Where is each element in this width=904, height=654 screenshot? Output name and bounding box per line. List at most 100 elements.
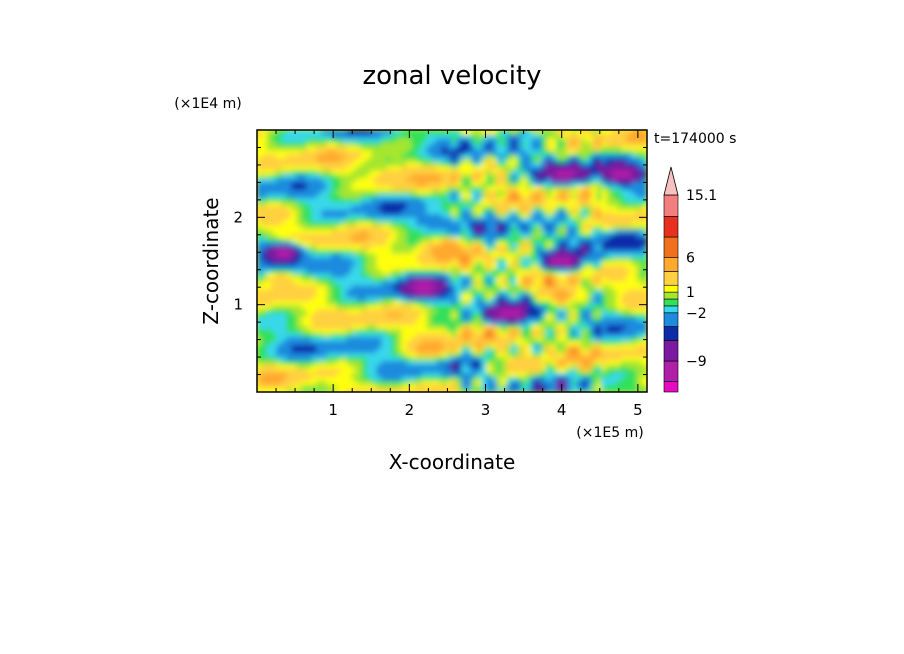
field-cell [551, 141, 558, 147]
field-cell [466, 284, 473, 290]
field-cell [536, 248, 543, 254]
field-cell [426, 304, 433, 310]
field-cell [276, 145, 283, 151]
field-cell [611, 188, 618, 195]
field-cell [581, 387, 588, 392]
field-cell [286, 367, 293, 373]
field-cell [391, 256, 398, 262]
field-cell [286, 133, 293, 139]
field-cell [331, 149, 338, 155]
field-cell [301, 319, 308, 326]
field-cell [476, 367, 483, 373]
field-cell [501, 339, 508, 345]
field-cell [286, 169, 293, 175]
field-cell [541, 177, 548, 183]
field-cell [596, 327, 603, 334]
field-cell [586, 161, 593, 167]
field-cell [431, 149, 438, 155]
field-cell [436, 236, 443, 242]
field-cell [511, 304, 518, 310]
field-cell [266, 141, 273, 147]
field-cell [331, 323, 338, 330]
field-cell [416, 173, 423, 179]
field-cell [416, 228, 423, 234]
field-cell [401, 196, 408, 203]
field-cell [401, 220, 408, 226]
field-cell [476, 145, 483, 151]
field-cell [556, 228, 563, 234]
field-cell [456, 272, 463, 278]
field-cell [536, 367, 543, 373]
field-cell [446, 339, 453, 345]
field-cell [406, 379, 413, 385]
field-cell [446, 130, 453, 135]
field-cell [381, 355, 388, 361]
field-cell [621, 153, 628, 159]
field-cell [511, 212, 518, 218]
field-cell [561, 141, 568, 147]
field-cell [371, 308, 378, 314]
field-cell [466, 327, 473, 334]
field-cell [326, 296, 333, 302]
field-cell [621, 331, 628, 338]
field-cell [346, 335, 353, 341]
field-cell [326, 252, 333, 258]
field-cell [361, 304, 368, 310]
field-cell [281, 323, 288, 330]
field-cell [621, 252, 628, 258]
field-cell [621, 184, 628, 191]
field-cell [316, 323, 323, 330]
field-cell [576, 312, 583, 318]
field-cell [601, 339, 608, 345]
field-cell [501, 153, 508, 159]
field-cell [406, 192, 413, 199]
field-cell [266, 157, 273, 163]
field-cell [491, 276, 498, 282]
field-cell [481, 371, 488, 377]
field-cell [606, 169, 613, 175]
field-cell [281, 161, 288, 167]
field-cell [276, 240, 283, 246]
field-cell [611, 196, 618, 203]
field-cell [566, 296, 573, 302]
field-cell [431, 141, 438, 147]
field-cell [546, 228, 553, 234]
field-cell [586, 280, 593, 286]
field-cell [506, 383, 513, 389]
field-cell [606, 157, 613, 163]
field-cell [446, 323, 453, 330]
field-cell [611, 260, 618, 266]
field-cell [416, 232, 423, 238]
field-cell [391, 331, 398, 338]
field-cell [326, 216, 333, 222]
field-cell [271, 130, 278, 135]
field-cell [451, 280, 458, 286]
field-cell [296, 343, 303, 349]
field-cell [416, 264, 423, 270]
field-cell [521, 181, 528, 187]
field-cell [386, 375, 393, 381]
field-cell [311, 347, 318, 353]
field-cell [456, 375, 463, 381]
field-cell [306, 228, 313, 234]
field-cell [386, 208, 393, 214]
field-cell [526, 232, 533, 238]
field-cell [391, 165, 398, 171]
field-cell [496, 335, 503, 341]
field-cell [371, 256, 378, 262]
field-cell [276, 188, 283, 195]
field-cell [471, 371, 478, 377]
field-cell [546, 379, 553, 385]
field-cell [611, 327, 618, 334]
field-cell [541, 145, 548, 151]
field-cell [261, 188, 268, 195]
field-cell [441, 188, 448, 195]
field-cell [476, 130, 483, 135]
field-cell [296, 212, 303, 218]
field-cell [331, 177, 338, 183]
field-cell [566, 312, 573, 318]
field-cell [406, 296, 413, 302]
field-cell [391, 351, 398, 357]
field-cell [296, 272, 303, 278]
field-cell [626, 208, 633, 214]
